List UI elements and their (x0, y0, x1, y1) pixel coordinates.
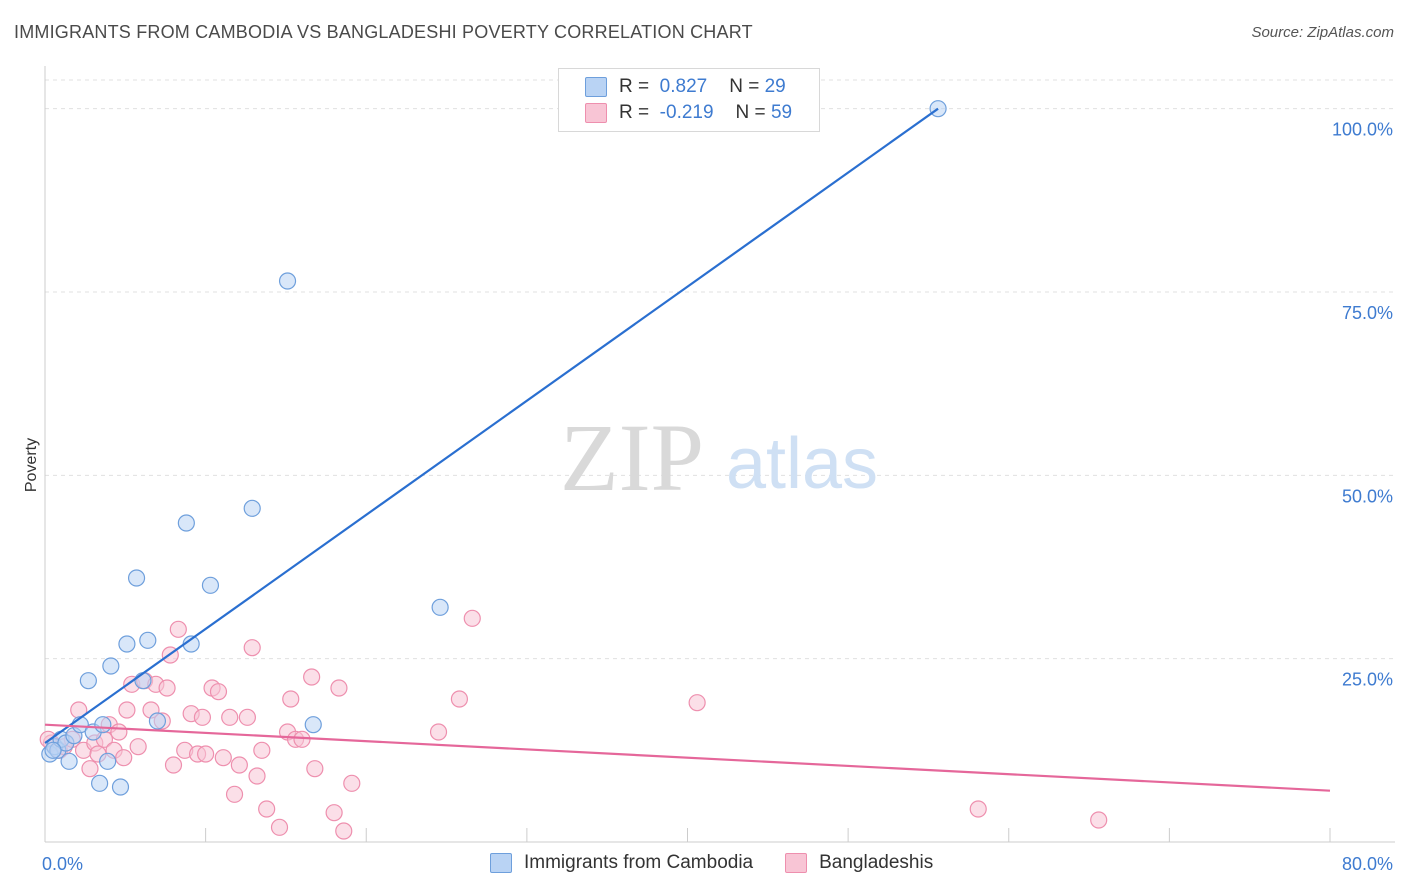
legend-n-value: 29 (764, 76, 786, 97)
data-point[interactable] (1090, 811, 1108, 829)
data-point[interactable] (148, 712, 167, 730)
legend-r-label: R = (619, 102, 650, 123)
trend-lines (44, 107, 1331, 792)
legend-label-bangladeshis: Bangladeshis (819, 852, 934, 873)
data-point[interactable] (94, 716, 112, 734)
legend-swatch-pink (785, 853, 808, 873)
data-point[interactable] (118, 701, 136, 719)
data-point[interactable] (306, 760, 324, 778)
legend-label-cambodia: Immigrants from Cambodia (524, 852, 754, 873)
data-point[interactable] (79, 672, 97, 690)
data-point[interactable] (282, 690, 300, 708)
tick-labels: 25.0% 50.0% 75.0% 100.0% 0.0% 80.0% (42, 120, 1393, 874)
legend-item-bangladeshis[interactable]: Bangladeshis (785, 852, 933, 874)
data-point[interactable] (111, 778, 130, 796)
legend-r-value: -0.219 (659, 102, 714, 123)
data-point[interactable] (238, 708, 256, 726)
data-point[interactable] (164, 756, 183, 774)
data-point[interactable] (99, 752, 117, 770)
data-point[interactable] (225, 785, 244, 803)
data-point[interactable] (303, 668, 321, 686)
data-point[interactable] (169, 620, 187, 638)
data-point[interactable] (293, 730, 311, 748)
correlation-legend: R = 0.827 N = 29 R = -0.219 N = 59 (558, 68, 820, 132)
axes (44, 66, 1395, 843)
data-point[interactable] (110, 723, 128, 741)
data-point[interactable] (193, 708, 212, 726)
gridlines (45, 79, 1395, 660)
legend-n-value: 59 (770, 102, 793, 123)
y-tick-label: 50.0% (1342, 486, 1393, 506)
data-point[interactable] (209, 683, 228, 701)
trend-line (44, 723, 1331, 792)
legend-n-label: N = (735, 102, 766, 123)
legend-swatch-blue (490, 853, 512, 873)
data-point[interactable] (201, 576, 220, 594)
y-tick-label: 75.0% (1342, 303, 1393, 323)
data-point[interactable] (688, 694, 706, 712)
data-point[interactable] (270, 818, 289, 836)
data-point[interactable] (343, 774, 361, 792)
data-point[interactable] (118, 635, 136, 653)
data-point[interactable] (243, 499, 261, 517)
x-tick-label: 80.0% (1342, 854, 1393, 874)
legend-item-cambodia[interactable]: Immigrants from Cambodia (490, 852, 753, 874)
legend-n-label: N = (729, 76, 760, 97)
data-point[interactable] (91, 774, 109, 792)
watermark: ZIP atlas (560, 404, 878, 511)
data-point[interactable] (243, 639, 261, 657)
data-point[interactable] (253, 741, 271, 759)
data-point[interactable] (230, 756, 248, 774)
data-point[interactable] (330, 679, 348, 697)
data-point[interactable] (197, 745, 215, 763)
y-tick-label: 100.0% (1332, 120, 1393, 140)
data-point[interactable] (463, 609, 481, 627)
data-point[interactable] (115, 749, 133, 767)
data-point[interactable] (158, 679, 176, 697)
legend-row-cambodia: R = 0.827 N = 29 (585, 75, 786, 99)
legend-swatch-pink (585, 103, 607, 123)
data-point[interactable] (450, 690, 469, 708)
data-point[interactable] (102, 657, 120, 675)
data-point[interactable] (969, 800, 987, 818)
data-point[interactable] (134, 672, 152, 690)
legend-r-value: 0.827 (659, 76, 708, 97)
source-label: Source: ZipAtlas.com (1251, 24, 1394, 41)
data-point[interactable] (431, 598, 449, 616)
legend-swatch-blue (585, 77, 607, 97)
series-legend: Immigrants from Cambodia Bangladeshis (490, 852, 965, 874)
data-point[interactable] (325, 804, 343, 822)
data-point[interactable] (258, 800, 276, 818)
watermark-atlas: atlas (726, 424, 878, 504)
legend-r-label: R = (619, 76, 650, 97)
data-point[interactable] (44, 741, 62, 759)
data-point[interactable] (129, 738, 147, 756)
legend-row-bangladeshis: R = -0.219 N = 59 (585, 101, 792, 125)
data-point[interactable] (429, 723, 448, 741)
watermark-zip: ZIP (560, 404, 704, 511)
y-tick-label: 25.0% (1342, 670, 1393, 690)
data-point[interactable] (60, 752, 78, 770)
data-point[interactable] (81, 760, 99, 778)
data-point[interactable] (214, 749, 232, 767)
x-tick-label: 0.0% (42, 854, 83, 874)
chart-title: IMMIGRANTS FROM CAMBODIA VS BANGLADESHI … (14, 22, 753, 42)
series-bangladeshis (39, 609, 1108, 840)
data-point[interactable] (139, 631, 157, 649)
data-point[interactable] (177, 514, 195, 532)
data-point[interactable] (221, 708, 239, 726)
data-point[interactable] (127, 569, 146, 587)
data-point[interactable] (304, 716, 322, 734)
data-point[interactable] (278, 272, 297, 290)
data-point[interactable] (335, 822, 353, 840)
trend-line (44, 107, 939, 744)
data-point[interactable] (248, 767, 266, 785)
